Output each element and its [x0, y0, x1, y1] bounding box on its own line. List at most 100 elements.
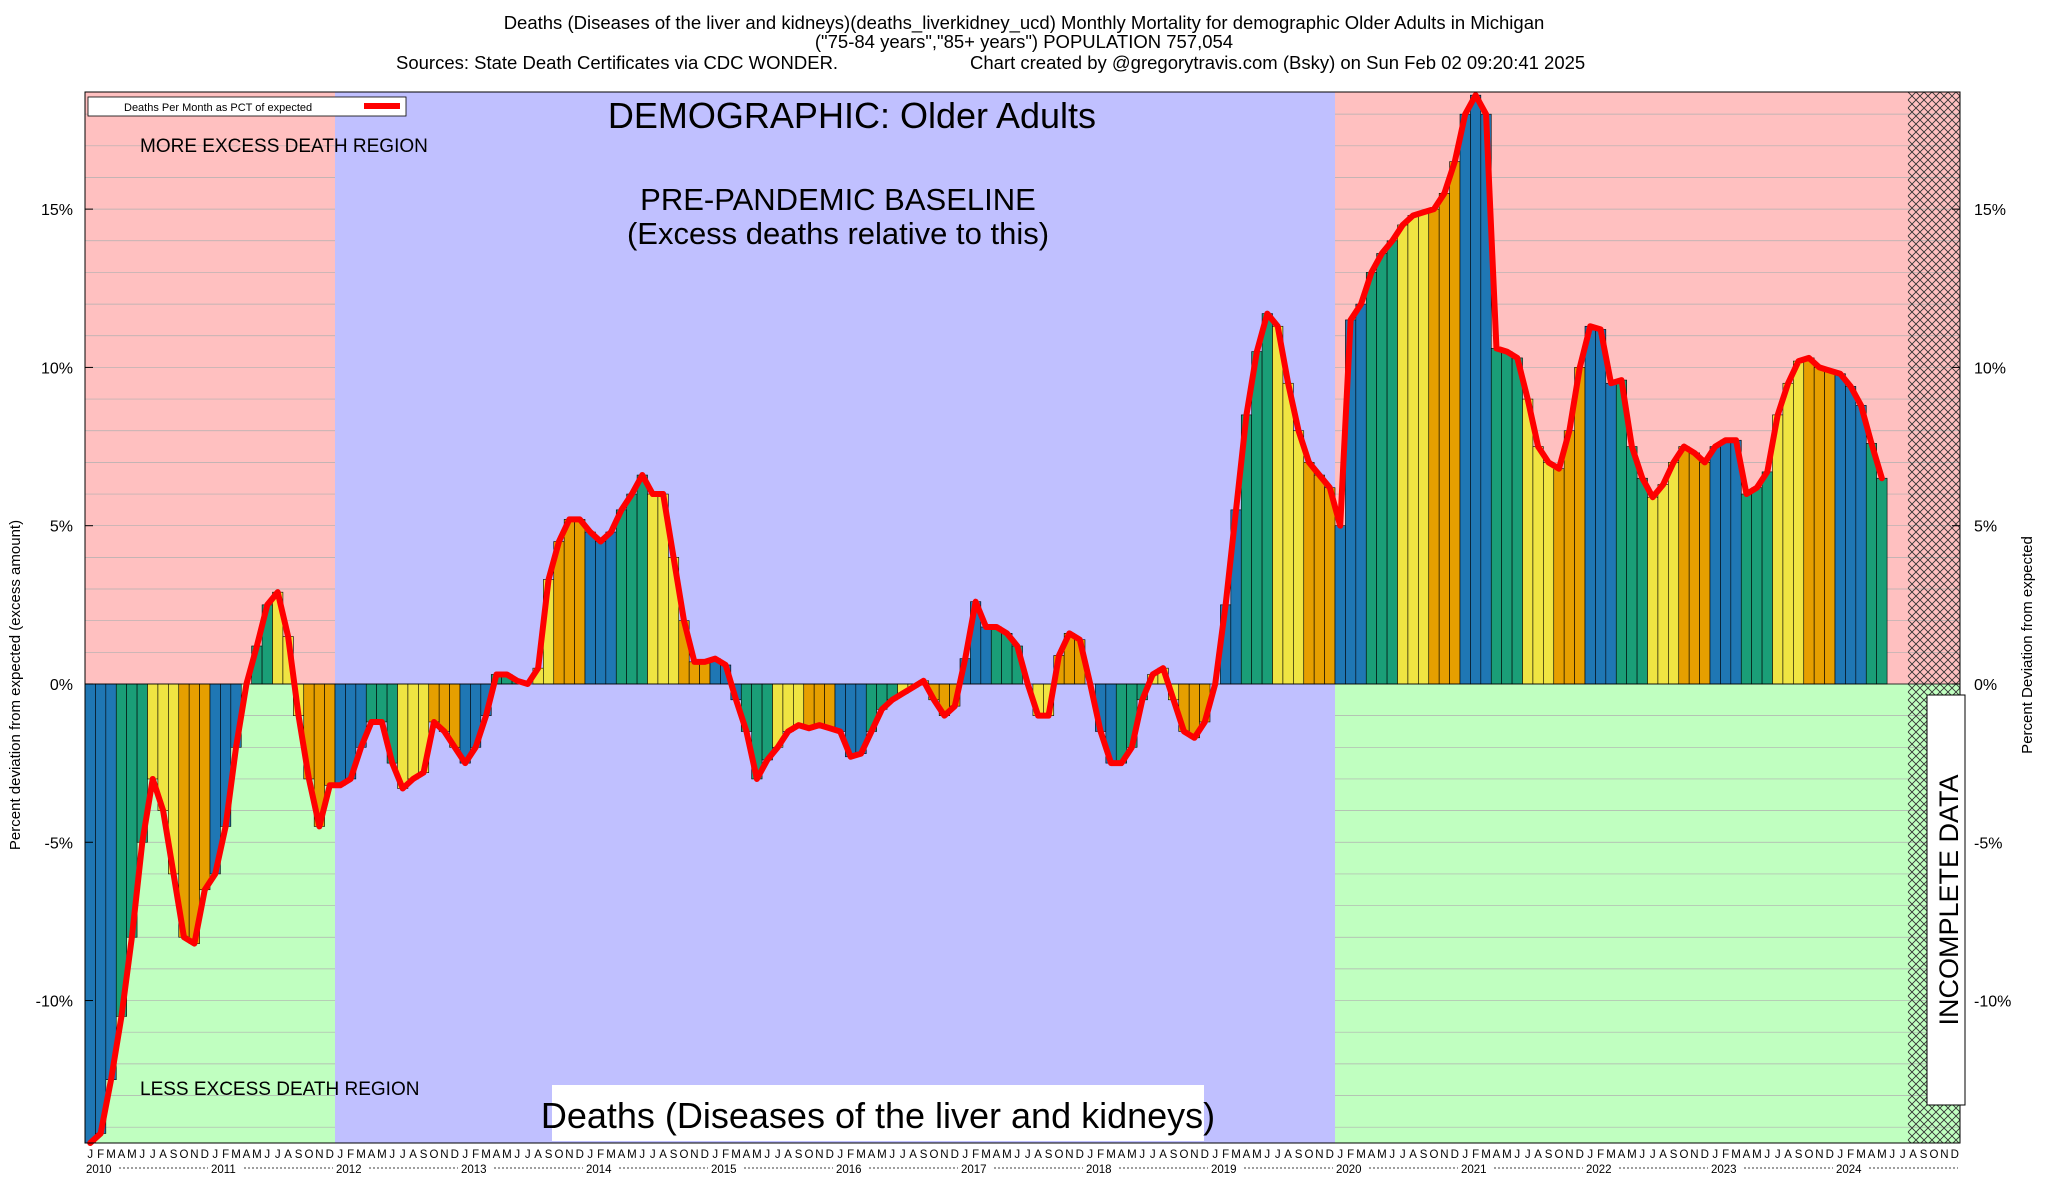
- x-month-label: J: [1462, 1149, 1468, 1161]
- x-month-label: S: [1420, 1149, 1428, 1161]
- bar: [1709, 446, 1721, 685]
- x-month-label: N: [1815, 1149, 1823, 1161]
- x-month-label: J: [1337, 1149, 1343, 1161]
- x-month-label: S: [795, 1149, 803, 1161]
- x-month-label: O: [179, 1149, 188, 1161]
- header-line1: Deaths (Diseases of the liver and kidney…: [504, 12, 1545, 34]
- x-month-label: M: [1606, 1149, 1616, 1161]
- x-year-bg: [459, 1163, 493, 1175]
- x-month-label: J: [650, 1149, 656, 1161]
- x-month-label: J: [1514, 1149, 1520, 1161]
- x-month-label: D: [1451, 1149, 1459, 1161]
- x-month-label: M: [502, 1149, 512, 1161]
- bar: [1522, 398, 1534, 685]
- bar: [407, 683, 419, 780]
- bar: [105, 683, 117, 1080]
- bar: [1386, 240, 1398, 685]
- x-month-label: F: [1722, 1149, 1729, 1161]
- bars: [84, 94, 1888, 1144]
- bar: [1376, 253, 1388, 685]
- x-month-label: O: [429, 1149, 438, 1161]
- x-month-label: J: [1889, 1149, 1895, 1161]
- incomplete-label: INCOMPLETE DATA: [1934, 774, 1964, 1025]
- x-month-label: M: [1231, 1149, 1241, 1161]
- x-month-label: J: [1212, 1149, 1218, 1161]
- x-month-label: J: [1014, 1149, 1020, 1161]
- x-month-label: D: [826, 1149, 834, 1161]
- x-month-label: D: [201, 1149, 209, 1161]
- x-month-label: M: [252, 1149, 262, 1161]
- x-month-label: M: [1877, 1149, 1887, 1161]
- x-month-label: S: [1795, 1149, 1803, 1161]
- x-month-label: O: [554, 1149, 563, 1161]
- x-year-label: 2011: [211, 1164, 236, 1176]
- x-month-label: A: [493, 1149, 501, 1161]
- x-month-label: S: [670, 1149, 678, 1161]
- x-month-label: F: [847, 1149, 854, 1161]
- bar: [1397, 224, 1409, 685]
- x-month-label: A: [409, 1149, 417, 1161]
- x-month-label: M: [1127, 1149, 1137, 1161]
- x-month-label: J: [639, 1149, 645, 1161]
- x-year-label: 2020: [1336, 1164, 1362, 1176]
- y-axis-label-right: Percent Deviation from expected: [2019, 536, 2036, 754]
- bar: [365, 683, 377, 723]
- x-month-label: S: [295, 1149, 303, 1161]
- bar: [1605, 382, 1617, 685]
- x-month-label: J: [1650, 1149, 1656, 1161]
- x-month-label: A: [1409, 1149, 1417, 1161]
- bar: [793, 683, 805, 726]
- x-month-label: M: [1252, 1149, 1262, 1161]
- more-excess-label: MORE EXCESS DEATH REGION: [140, 136, 428, 157]
- less-excess-label: LESS EXCESS DEATH REGION: [140, 1079, 419, 1100]
- incomplete-label-box: [1926, 694, 1966, 1106]
- x-month-label: J: [389, 1149, 395, 1161]
- x-year-bg: [834, 1163, 868, 1175]
- x-month-label: F: [222, 1149, 229, 1161]
- bar: [824, 683, 836, 729]
- x-month-label: F: [1847, 1149, 1854, 1161]
- y-tick-label-right: 5%: [1974, 519, 1997, 536]
- bar: [1813, 367, 1825, 685]
- x-year-label: 2016: [836, 1164, 862, 1176]
- x-month-label: O: [1054, 1149, 1063, 1161]
- bar: [1782, 382, 1794, 685]
- bar: [459, 683, 471, 764]
- bar: [1365, 272, 1377, 685]
- x-month-label: J: [1264, 1149, 1270, 1161]
- x-month-label: M: [106, 1149, 116, 1161]
- x-month-label: A: [1118, 1149, 1126, 1161]
- x-year-label: 2024: [1836, 1164, 1862, 1176]
- x-month-label: M: [377, 1149, 387, 1161]
- bar: [1647, 496, 1659, 685]
- bar: [1865, 443, 1877, 685]
- x-month-label: N: [1940, 1149, 1948, 1161]
- x-year-bg: [1459, 1163, 1493, 1175]
- x-month-label: A: [868, 1149, 876, 1161]
- legend-label: Deaths Per Month as PCT of expected: [124, 102, 312, 114]
- y-tick-label-left: 0%: [50, 677, 73, 694]
- x-month-label: D: [1326, 1149, 1334, 1161]
- x-month-label: J: [1150, 1149, 1156, 1161]
- x-month-label: M: [856, 1149, 866, 1161]
- x-month-label: O: [679, 1149, 688, 1161]
- x-year-bg: [209, 1163, 243, 1175]
- bar: [1668, 462, 1680, 685]
- x-year-label: 2010: [86, 1164, 112, 1176]
- x-month-label: J: [1389, 1149, 1395, 1161]
- x-month-label: M: [627, 1149, 637, 1161]
- bar: [1595, 329, 1607, 685]
- bar: [782, 683, 794, 732]
- bar: [1438, 193, 1450, 685]
- x-month-label: D: [576, 1149, 584, 1161]
- bar: [813, 683, 825, 726]
- x-month-label: M: [481, 1149, 491, 1161]
- x-month-label: O: [1804, 1149, 1813, 1161]
- legend-box: [87, 96, 407, 117]
- x-month-label: M: [731, 1149, 741, 1161]
- x-month-label: D: [1576, 1149, 1584, 1161]
- x-month-label: J: [275, 1149, 281, 1161]
- bar: [1418, 211, 1430, 685]
- x-year-bg: [959, 1163, 993, 1175]
